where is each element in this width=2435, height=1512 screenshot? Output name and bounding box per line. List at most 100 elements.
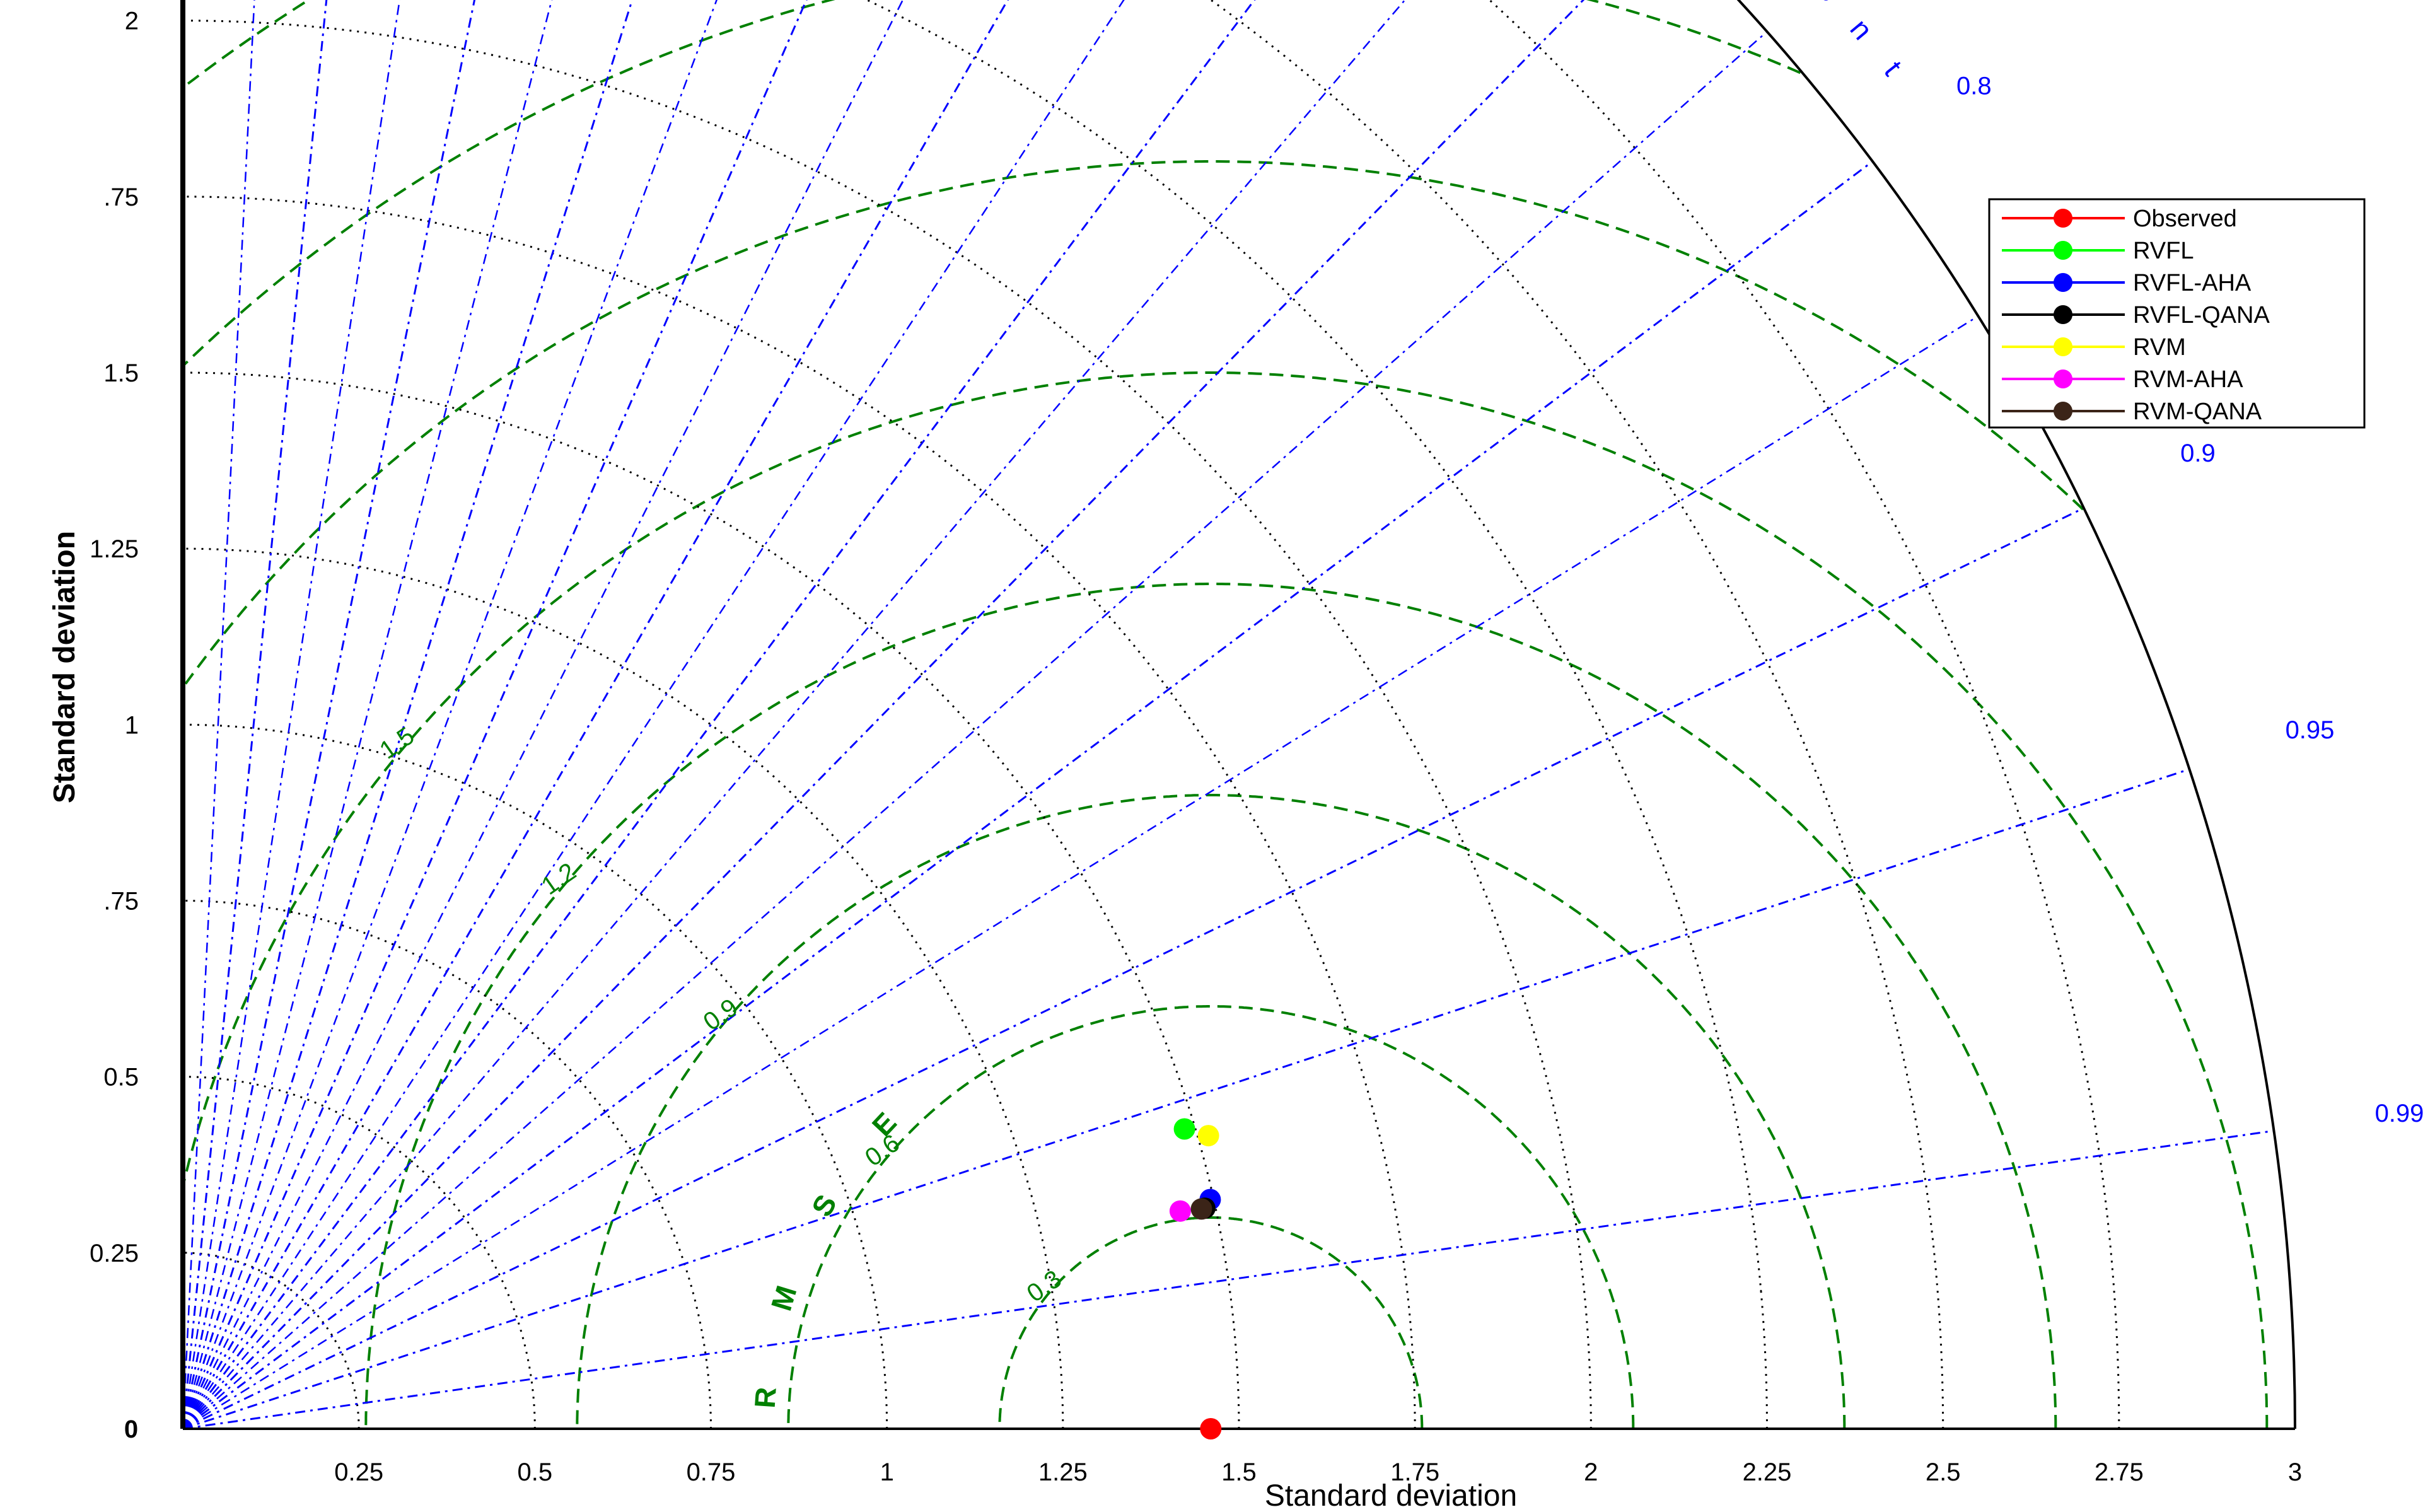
rmse-letter: E xyxy=(866,1106,903,1143)
x-tick-label: 2.5 xyxy=(1926,1458,1961,1486)
correlation-lines xyxy=(182,0,2274,1430)
point-rvm xyxy=(1197,1125,1219,1147)
rmse-letter: M xyxy=(765,1282,803,1315)
corr-line-minor-1 xyxy=(182,0,401,1429)
rmse-letter: R xyxy=(748,1386,782,1409)
corr-line-minor-2 xyxy=(182,0,553,1429)
legend-marker xyxy=(2054,402,2072,421)
corr-line-2 xyxy=(182,0,634,1429)
corr-title-letter: n xyxy=(1844,13,1879,46)
corr-line-10 xyxy=(182,1129,2274,1430)
std-arc-5 xyxy=(182,371,1240,1429)
std-arc-10 xyxy=(1488,0,2120,1429)
rmse-contour-6 xyxy=(183,0,1801,366)
rmse-contours xyxy=(182,0,2269,1429)
corr-line-6 xyxy=(182,0,1585,1430)
y-tick-label: .75 xyxy=(103,888,139,916)
x-tick-label: 3 xyxy=(2288,1458,2302,1486)
corr-line-7 xyxy=(182,160,1873,1430)
rmse-tick-label: 0.3 xyxy=(1022,1265,1067,1308)
y-tick-label: .75 xyxy=(103,183,139,211)
x-tick-label: 2 xyxy=(1584,1458,1598,1486)
rmse-tick-label: 0.9 xyxy=(699,993,743,1036)
std-arc-1 xyxy=(182,1076,536,1429)
data-points xyxy=(1169,1118,1222,1439)
x-tick-label: 1.25 xyxy=(1038,1458,1088,1486)
std-arc-2 xyxy=(182,900,712,1429)
corr-line-3 xyxy=(182,0,808,1429)
x-tick-label: 0.25 xyxy=(334,1458,383,1486)
y-tick-label: 1 xyxy=(125,711,139,739)
legend-label: RVFL-AHA xyxy=(2133,270,2252,296)
rmse-tick-label: 1.5 xyxy=(375,722,419,765)
std-arc-8 xyxy=(864,0,1768,1429)
legend-label: RVM xyxy=(2133,334,2186,361)
y-tick-label: 0.25 xyxy=(90,1240,139,1267)
point-rvm-qana xyxy=(1190,1198,1212,1220)
rmse-contour-2 xyxy=(576,794,1846,1429)
point-rvfl xyxy=(1173,1118,1195,1140)
x-tick-label: 1.75 xyxy=(1390,1458,1439,1486)
corr-line-5 xyxy=(182,0,1256,1429)
corr-line-0 xyxy=(182,0,328,1429)
corr-line-minor-6 xyxy=(182,0,1406,1429)
rmse-contour-4 xyxy=(182,371,2269,1429)
point-rvm-aha xyxy=(1169,1200,1191,1222)
outer-arc xyxy=(1736,0,2296,1429)
corr-tick-label: 0.99 xyxy=(2375,1100,2424,1127)
corr-line-minor-7 xyxy=(182,31,1768,1429)
plot-frame xyxy=(180,0,2296,1430)
std-arcs xyxy=(182,0,2120,1429)
legend-marker xyxy=(2054,241,2072,260)
std-arc-9 xyxy=(1209,0,1944,1429)
rmse-contour-7 xyxy=(187,0,311,85)
legend-label: RVM-QANA xyxy=(2133,398,2262,425)
y-tick-label: 1.5 xyxy=(103,359,139,387)
x-zero-label: 0 xyxy=(124,1416,138,1443)
corr-tick-label: 0.8 xyxy=(1956,72,1992,100)
corr-title-letter: e xyxy=(1811,0,1847,8)
std-arc-3 xyxy=(182,723,888,1429)
corr-tick-label: 0.9 xyxy=(2180,439,2216,467)
rmse-contour-3 xyxy=(364,583,2057,1429)
y-axis-label: Standard deviation xyxy=(48,531,81,803)
legend-marker xyxy=(2054,305,2072,324)
legend: Observed RVFL RVFL-AHA RVFL-QANA RVM RVM-AHA R… xyxy=(1988,198,2366,429)
y-tick-label: 0.5 xyxy=(103,1064,139,1091)
x-tick-label: 2.75 xyxy=(2095,1458,2144,1486)
corr-title-letter: t xyxy=(1878,55,1909,82)
corr-line-4 xyxy=(182,0,1009,1429)
x-tick-label: 0.75 xyxy=(687,1458,736,1486)
legend-label: RVFL-QANA xyxy=(2133,302,2270,329)
legend-label: Observed xyxy=(2133,206,2237,232)
y-tick-label: 1.25 xyxy=(90,535,139,563)
std-arc-7 xyxy=(182,20,1592,1429)
corr-line-minor-3 xyxy=(182,0,718,1429)
rmse-contour-5 xyxy=(184,160,2084,685)
x-axis-label: Standard deviation xyxy=(1265,1479,1517,1512)
x-tick-label: 2.25 xyxy=(1743,1458,1792,1486)
x-tick-label: 1 xyxy=(880,1458,894,1486)
x-tick-label: 0.5 xyxy=(517,1458,552,1486)
point-observed xyxy=(1200,1418,1222,1439)
y-tick-label: 2 xyxy=(125,8,139,35)
x-tick-label: 1.5 xyxy=(1221,1458,1257,1486)
rmse-contour-0 xyxy=(998,1216,1424,1429)
legend-label: RVM-AHA xyxy=(2133,366,2243,393)
legend-marker xyxy=(2054,369,2072,388)
corr-line-9 xyxy=(182,768,2190,1430)
std-arc-0 xyxy=(182,1252,360,1429)
corr-line-minor-4 xyxy=(182,0,904,1429)
legend-marker xyxy=(2054,337,2072,356)
std-arc-4 xyxy=(182,547,1064,1429)
rmse-contour-1 xyxy=(787,1005,1635,1429)
corr-line-minor-0 xyxy=(182,0,255,1429)
std-arc-6 xyxy=(182,195,1416,1429)
corr-tick-label: 0.95 xyxy=(2286,716,2335,744)
rmse-tick-label: 1.2 xyxy=(537,858,581,900)
legend-marker xyxy=(2054,273,2072,292)
rmse-letter: S xyxy=(805,1189,843,1223)
legend-marker xyxy=(2054,209,2072,228)
legend-label: RVFL xyxy=(2133,238,2194,264)
